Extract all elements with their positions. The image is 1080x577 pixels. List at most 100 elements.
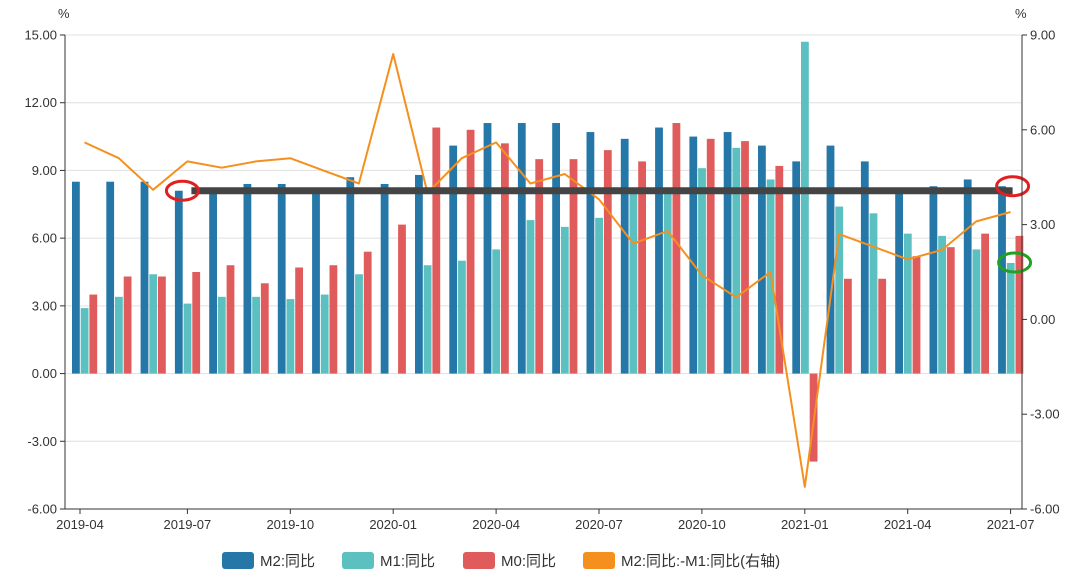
bar-m1 xyxy=(355,274,363,374)
bar-m1 xyxy=(801,41,809,374)
bar-m0 xyxy=(192,272,201,374)
right-tick-label: 9.00 xyxy=(1030,28,1055,43)
bar-m1 xyxy=(423,265,432,374)
bar-m1 xyxy=(320,294,329,374)
bar-m0 xyxy=(569,159,578,374)
legend-label: M2:同比 xyxy=(260,553,315,570)
bar-m0 xyxy=(329,265,338,374)
bar-m1 xyxy=(492,249,501,374)
x-tick-label: 2020-01 xyxy=(369,517,417,532)
bar-m1 xyxy=(698,168,706,374)
bar-m2 xyxy=(106,181,115,374)
left-tick-label: 9.00 xyxy=(32,163,57,178)
bars xyxy=(72,41,1024,462)
left-axis-unit: % xyxy=(58,6,70,21)
axes: 15.00 12.00 9.00 6.00 3.00 0.00 -3.00 -6.00 9.00… xyxy=(24,6,1059,532)
left-tick-label: 15.00 xyxy=(24,28,57,43)
bar-m2 xyxy=(655,127,663,374)
bar-m2 xyxy=(963,179,972,374)
left-tick-label: 0.00 xyxy=(32,366,57,381)
bar-m0 xyxy=(501,143,509,374)
bar-m2 xyxy=(277,183,286,374)
x-tick-label: 2019-10 xyxy=(266,517,314,532)
bar-m2 xyxy=(380,183,389,374)
x-tick-label: 2020-10 xyxy=(678,517,726,532)
bar-m1 xyxy=(595,217,603,374)
left-tick-label: -6.00 xyxy=(27,502,57,517)
legend[interactable]: M2:同比 M1:同比 M0:同比 M2:同比:-M1:同比(右轴) xyxy=(222,552,780,570)
right-tick-label: -3.00 xyxy=(1030,407,1060,422)
bar-m1 xyxy=(560,226,569,374)
grid xyxy=(65,34,1022,510)
right-tick-label: 6.00 xyxy=(1030,122,1055,137)
bar-m2 xyxy=(449,145,458,374)
bar-m1 xyxy=(938,235,946,374)
bar-m0 xyxy=(295,267,303,374)
legend-item[interactable]: M2:同比:-M1:同比(右轴) xyxy=(583,552,780,570)
bar-m0 xyxy=(89,294,98,374)
legend-label: M2:同比:-M1:同比(右轴) xyxy=(621,553,780,570)
legend-swatch xyxy=(222,552,254,569)
legend-swatch xyxy=(583,552,615,569)
legend-item[interactable]: M1:同比 xyxy=(342,552,435,570)
bar-m1 xyxy=(217,296,226,374)
right-tick-label: 0.00 xyxy=(1030,312,1055,327)
left-tick-label: 3.00 xyxy=(32,298,57,313)
x-tick-label: 2019-07 xyxy=(164,517,212,532)
bar-m0 xyxy=(706,138,715,374)
bar-m1 xyxy=(458,260,466,374)
legend-swatch xyxy=(342,552,374,569)
bar-m1 xyxy=(663,190,672,374)
right-axis-unit: % xyxy=(1015,6,1027,21)
bar-m0 xyxy=(844,278,852,374)
bar-m1 xyxy=(869,213,878,374)
bar-m2 xyxy=(552,123,560,374)
bar-m1 xyxy=(835,206,844,374)
bar-m1 xyxy=(526,220,535,374)
highlight-circle xyxy=(997,251,1033,274)
bar-m2 xyxy=(586,132,595,374)
bar-m2 xyxy=(312,188,320,374)
bar-m2 xyxy=(346,177,355,374)
x-tick-label: 2021-01 xyxy=(781,517,829,532)
bar-m2 xyxy=(826,145,835,374)
bar-m2 xyxy=(209,188,217,374)
bar-m2 xyxy=(860,161,869,374)
bar-m0 xyxy=(123,276,132,374)
bar-m2 xyxy=(620,138,629,374)
bar-m0 xyxy=(946,247,955,374)
bar-m0 xyxy=(638,161,646,374)
bar-m0 xyxy=(775,165,784,374)
bar-m0 xyxy=(260,283,269,374)
bar-m0 xyxy=(398,224,406,374)
bar-m1 xyxy=(1006,262,1015,374)
bar-m0 xyxy=(603,150,612,374)
bar-m2 xyxy=(998,186,1006,374)
bar-m1 xyxy=(903,233,912,374)
bar-m2 xyxy=(895,190,903,374)
bar-m1 xyxy=(183,303,192,374)
annotations xyxy=(164,175,1033,274)
bar-m1 xyxy=(286,299,295,374)
x-tick-label: 2020-04 xyxy=(472,517,520,532)
x-tick-label: 2019-04 xyxy=(56,517,104,532)
bar-m2 xyxy=(72,181,80,374)
bar-m0 xyxy=(432,127,441,374)
legend-item[interactable]: M0:同比 xyxy=(463,552,556,570)
x-tick-label: 2021-04 xyxy=(884,517,932,532)
bar-m1 xyxy=(115,296,123,374)
bar-m2 xyxy=(758,145,766,374)
bar-m2 xyxy=(517,123,526,374)
legend-swatch xyxy=(463,552,495,569)
bar-m0 xyxy=(466,129,475,374)
bar-m2 xyxy=(689,136,698,374)
bar-m1 xyxy=(732,147,741,374)
left-tick-label: -3.00 xyxy=(27,434,57,449)
highlight-circle xyxy=(164,179,200,202)
x-tick-label: 2021-07 xyxy=(987,517,1035,532)
legend-item[interactable]: M2:同比 xyxy=(222,552,315,570)
bar-m1 xyxy=(80,308,89,374)
right-tick-label: 3.00 xyxy=(1030,217,1055,232)
